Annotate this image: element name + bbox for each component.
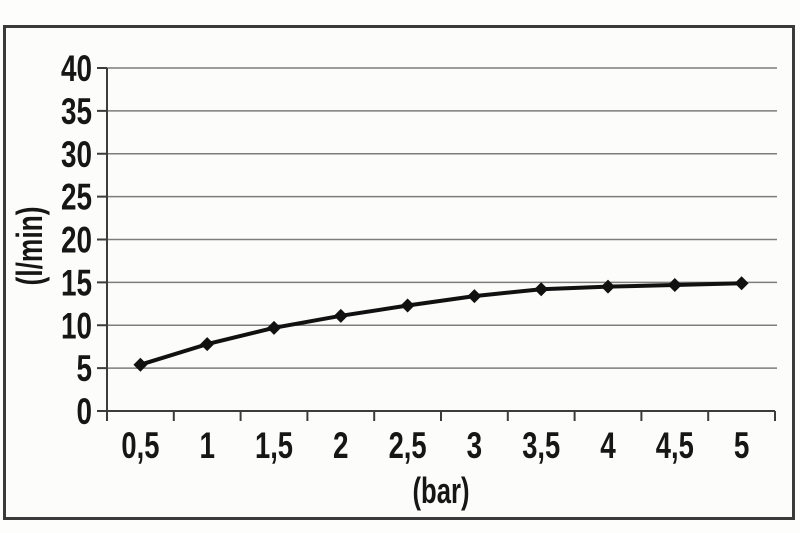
x-tick-label: 4	[600, 425, 616, 466]
data-point	[267, 320, 281, 335]
y-tick-label: 25	[61, 177, 92, 218]
data-series	[133, 276, 749, 372]
data-point	[200, 337, 215, 352]
x-tick-label: 2	[333, 425, 349, 466]
x-tick-label: 3,5	[522, 425, 560, 466]
series-line	[138, 281, 744, 367]
y-tick-label: 20	[61, 220, 92, 261]
data-point	[400, 298, 415, 313]
x-tick-label: 5	[734, 425, 750, 466]
x-tick-label: 2,5	[389, 425, 427, 466]
data-point	[534, 282, 549, 297]
y-tick-label: 35	[61, 91, 92, 132]
axes	[97, 67, 776, 421]
y-tick-label: 5	[77, 348, 93, 389]
x-tick-label: 4,5	[656, 425, 694, 466]
data-point	[601, 279, 615, 294]
data-point	[734, 276, 749, 291]
data-point	[667, 277, 682, 292]
y-tick-label: 0	[77, 391, 93, 432]
y-axis-title: (l/min)	[9, 207, 50, 286]
y-tick-label: 30	[61, 134, 92, 175]
y-tick-label: 15	[61, 262, 92, 303]
x-tick-label: 1,5	[255, 425, 293, 466]
data-point	[333, 308, 348, 323]
chart-frame	[3, 25, 795, 520]
data-point	[133, 357, 148, 372]
x-tick-label: 3	[467, 425, 483, 466]
y-tick-label: 10	[61, 305, 92, 346]
x-tick-label: 1	[199, 425, 215, 466]
x-axis-title: (bar)	[413, 470, 470, 511]
gridlines	[107, 67, 777, 369]
y-tick-label: 40	[61, 48, 92, 89]
data-point	[467, 289, 482, 304]
x-tick-label: 0,5	[121, 425, 159, 466]
